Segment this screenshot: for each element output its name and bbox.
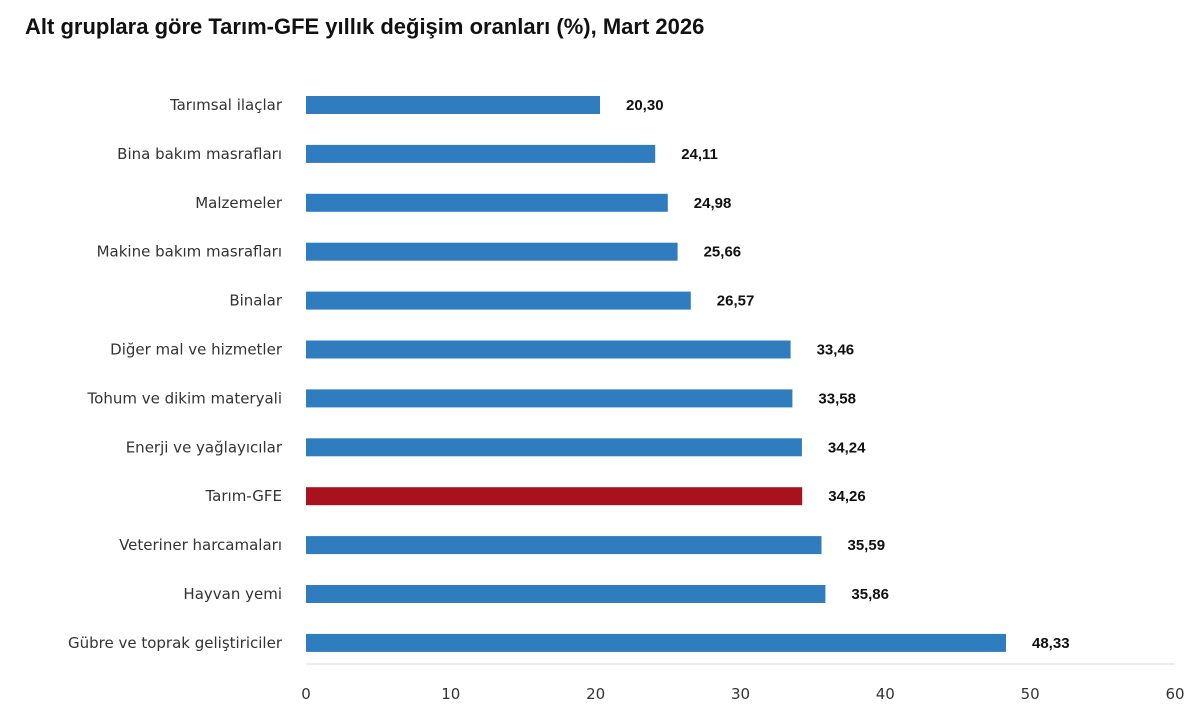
- category-labels: Tarımsal ilaçlar Bina bakım masrafları Mal…: [68, 96, 283, 652]
- category-label: Binalar: [229, 292, 283, 310]
- chart-title: Alt gruplara göre Tarım-GFE yıllık değiş…: [25, 14, 705, 39]
- category-label: Diğer mal ve hizmetler: [110, 341, 283, 359]
- bar: [306, 585, 826, 603]
- bars-group: [306, 96, 1006, 652]
- category-label: Makine bakım masrafları: [97, 243, 282, 261]
- value-label: 35,59: [848, 537, 886, 554]
- value-label: 24,11: [681, 146, 718, 163]
- bar: [306, 96, 600, 114]
- value-label: 25,66: [704, 244, 742, 261]
- category-label: Malzemeler: [195, 194, 283, 212]
- category-label: Bina bakım masrafları: [117, 145, 282, 163]
- value-label: 35,86: [851, 586, 889, 603]
- bar: [306, 291, 691, 310]
- bar: [306, 193, 668, 212]
- bar: [306, 438, 802, 457]
- category-label: Tarımsal ilaçlar: [169, 96, 283, 114]
- value-label: 33,58: [818, 390, 856, 407]
- x-tick-label: 30: [731, 685, 750, 703]
- bar-highlight: [306, 487, 803, 506]
- category-label: Gübre ve toprak geliştiriciler: [68, 634, 283, 652]
- category-label: Enerji ve yağlayıcılar: [126, 438, 283, 456]
- category-label: Tohum ve dikim materyali: [87, 389, 282, 407]
- x-tick-label: 10: [441, 685, 460, 703]
- x-tick-label: 60: [1165, 685, 1184, 703]
- category-label: Tarım-GFE: [204, 487, 282, 505]
- x-tick-label: 50: [1021, 685, 1040, 703]
- x-axis: 0 10 20 30 40 50 60: [301, 663, 1185, 703]
- value-label: 48,33: [1032, 635, 1070, 652]
- x-tick-label: 20: [586, 685, 605, 703]
- value-label: 24,98: [694, 195, 732, 212]
- value-label: 34,26: [828, 488, 866, 505]
- category-label: Veteriner harcamaları: [119, 536, 282, 554]
- value-label: 34,24: [828, 439, 866, 456]
- bar: [306, 536, 822, 555]
- value-labels: 20,30 24,11 24,98 25,66 26,57 33,46 33,58 34,24…: [626, 97, 1070, 652]
- bar: [306, 389, 793, 408]
- category-label: Hayvan yemi: [183, 585, 282, 603]
- value-label: 26,57: [717, 293, 755, 310]
- x-tick-label: 0: [301, 685, 311, 703]
- bar: [306, 633, 1006, 652]
- value-label: 33,46: [817, 342, 855, 359]
- value-label: 20,30: [626, 97, 664, 114]
- bar: [306, 340, 791, 359]
- bar: [306, 242, 678, 261]
- bar: [306, 144, 656, 163]
- x-tick-label: 40: [876, 685, 895, 703]
